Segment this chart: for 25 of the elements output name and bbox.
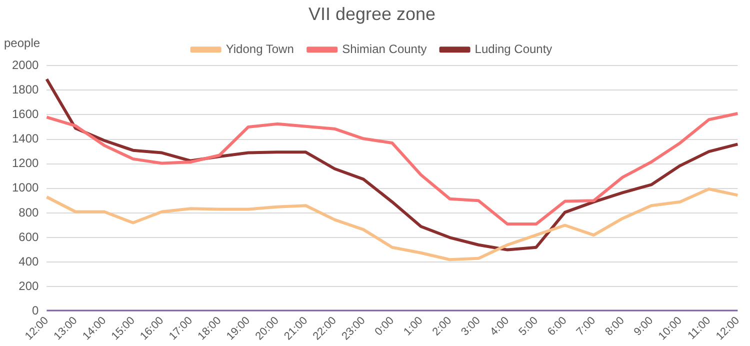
x-tick-label: 7:00 [574, 314, 598, 338]
y-tick-label: 400 [18, 254, 40, 268]
x-tick-label: 5:00 [516, 314, 540, 338]
x-tick-label: 1:00 [402, 314, 426, 338]
y-tick-label: 800 [18, 205, 40, 220]
y-tick-label: 1800 [12, 82, 40, 96]
x-tick-label: 8:00 [603, 314, 627, 338]
y-tick-label: 1000 [12, 180, 40, 195]
x-tick-label: 9:00 [632, 314, 656, 338]
legend-label: Shimian County [342, 42, 427, 56]
y-tick-label: 1600 [12, 107, 40, 122]
legend-label: Yidong Town [226, 42, 294, 56]
x-tick-label: 6:00 [546, 314, 570, 338]
chart-title: VII degree zone [308, 4, 436, 24]
y-tick-label: 600 [18, 230, 40, 244]
y-tick-label: 1400 [12, 132, 40, 146]
y-tick-label: 200 [18, 278, 40, 293]
legend-label: Luding County [474, 42, 552, 56]
y-tick-label: 2000 [12, 58, 40, 72]
y-axis-title: people [4, 36, 40, 50]
x-tick-label: 3:00 [459, 314, 483, 338]
x-tick-label: 0:00 [372, 314, 396, 338]
y-tick-label: 1200 [12, 156, 40, 170]
y-tick-label: 0 [32, 304, 40, 318]
x-tick-label: 4:00 [488, 314, 512, 338]
